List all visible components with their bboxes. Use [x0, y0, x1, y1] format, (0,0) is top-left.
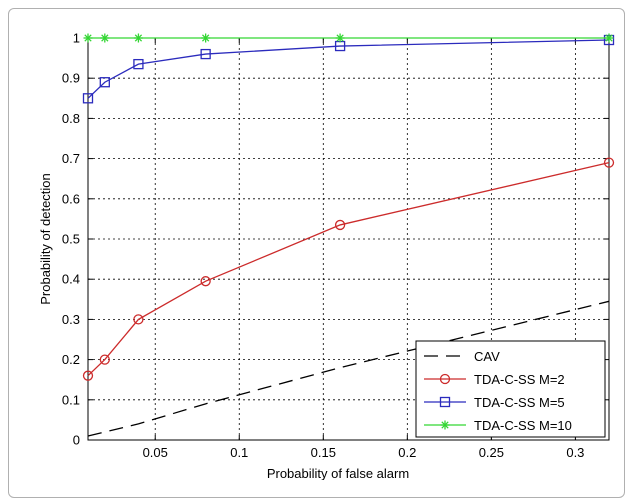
data-point [82, 93, 94, 104]
x-tick-label: 0.2 [398, 445, 416, 460]
series-3 [83, 33, 614, 43]
x-tick-label: 0.25 [479, 445, 504, 460]
data-point [335, 33, 345, 43]
data-point [200, 276, 211, 287]
star-stroke [336, 34, 344, 42]
data-point [200, 48, 211, 60]
x-tick-label: 0.05 [143, 445, 168, 460]
y-tick-label: 0.3 [62, 312, 80, 327]
data-point [334, 219, 346, 231]
series-1 [82, 157, 615, 381]
line-chart: 0.05 0.1 0.15 0.2 0.25 0.3 0 0.1 0.2 0.3 0.4 0.5 0.… [38, 31, 615, 480]
x-tick-label: 0.15 [311, 445, 336, 460]
y-tick-label: 0.7 [62, 151, 80, 166]
legend-star [440, 420, 450, 430]
legend-item-m2: TDA-C-SS M=2 [424, 372, 565, 387]
figure: 0.05 0.1 0.15 0.2 0.25 0.3 0 0.1 0.2 0.3 0.4 0.5 0.… [8, 8, 625, 498]
star-stroke [201, 34, 210, 42]
star-stroke [441, 421, 449, 429]
star-stroke [101, 34, 109, 42]
x-tick-label: 0.3 [566, 445, 584, 460]
y-tick-label: 0.5 [62, 232, 80, 247]
data-point [133, 314, 144, 325]
legend-box [415, 340, 606, 438]
legend-label-m10: TDA-C-SS M=10 [474, 418, 572, 433]
data-point [83, 33, 93, 43]
y-tick-label: 0.1 [62, 392, 80, 407]
star-stroke [84, 34, 92, 42]
y-tick-label: 0.9 [62, 71, 80, 86]
y-tick-label: 0.2 [62, 352, 80, 367]
data-point [201, 33, 211, 43]
y-tick-label: 0.6 [62, 191, 80, 206]
data-point [604, 33, 614, 43]
legend: CAV TDA-C-SS M=2 TDA-C-SS M=5 TDA-C-SS M… [415, 340, 606, 438]
legend-marker-m10 [440, 420, 450, 430]
y-tick-labels: 0 0.1 0.2 0.3 0.4 0.5 0.6 0.7 0.8 0.9 1 [62, 31, 80, 448]
legend-marker-m5 [439, 396, 451, 408]
x-tick-labels: 0.05 0.1 0.15 0.2 0.25 0.3 [143, 445, 585, 460]
legend-label-cav: CAV [474, 349, 500, 364]
y-tick-label: 0.8 [62, 111, 80, 126]
series-line-1 [87, 161, 610, 377]
series-line-2 [87, 39, 610, 99]
legend-item-m10: TDA-C-SS M=10 [424, 418, 572, 433]
data-point [99, 77, 110, 88]
star-stroke [134, 34, 143, 42]
data-point [603, 157, 615, 168]
y-tick-label: 1 [73, 31, 80, 46]
y-tick-label: 0 [73, 433, 80, 448]
legend-item-cav: CAV [424, 349, 500, 364]
data-point [133, 33, 143, 43]
data-point [133, 58, 144, 70]
data-point [99, 354, 110, 365]
legend-label-m2: TDA-C-SS M=2 [474, 372, 565, 387]
x-tick-label: 0.1 [230, 445, 248, 460]
data-point [100, 33, 110, 43]
legend-marker-m2 [439, 373, 451, 385]
legend-label-m5: TDA-C-SS M=5 [474, 395, 565, 410]
data-point [82, 370, 94, 381]
y-tick-label: 0.4 [62, 272, 80, 287]
series-2 [82, 34, 615, 104]
series-group [82, 33, 615, 437]
y-axis-label: Probability of detection [38, 173, 53, 305]
x-axis-label: Probability of false alarm [267, 466, 409, 480]
legend-item-m5: TDA-C-SS M=5 [424, 395, 565, 410]
star-stroke [605, 34, 613, 42]
